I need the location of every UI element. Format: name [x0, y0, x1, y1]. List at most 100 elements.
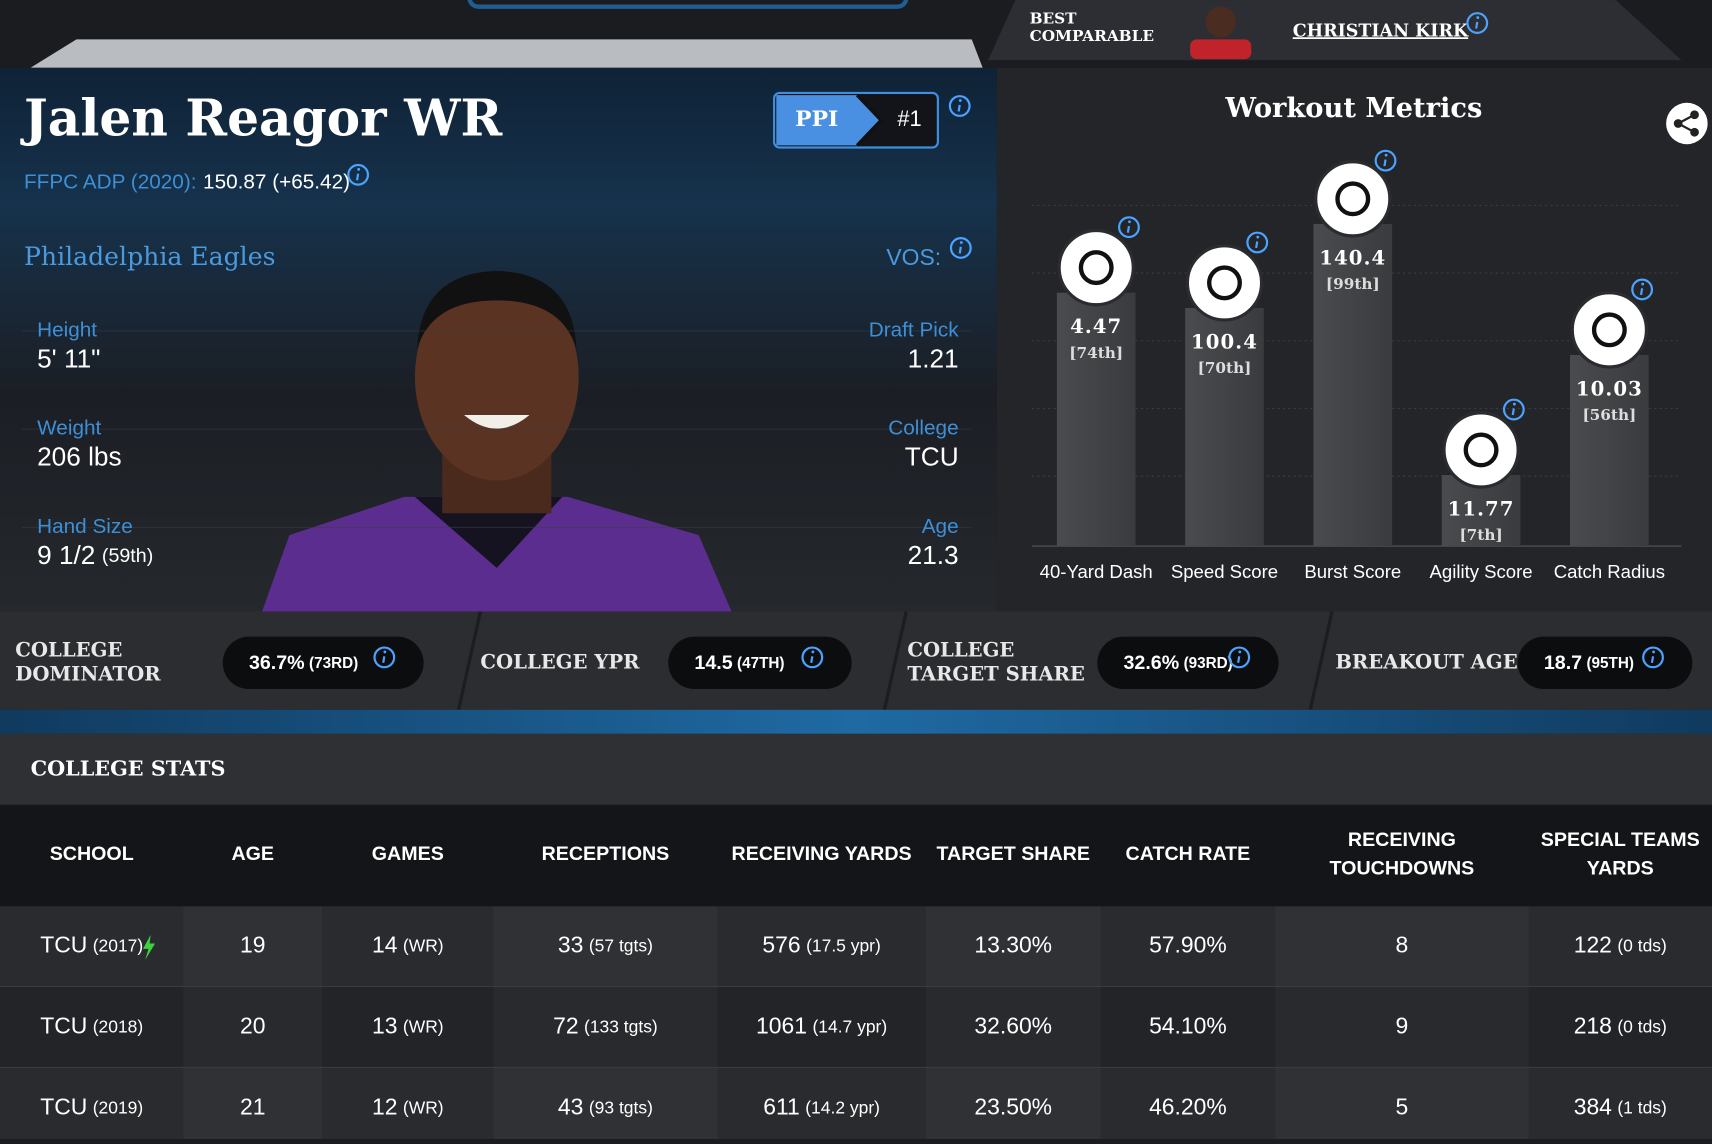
attribute-value-main: 206 lbs: [37, 442, 121, 472]
column-header: GAMES: [372, 843, 444, 865]
cell-sub: (WR): [403, 1097, 444, 1117]
table-cell: 21: [240, 1093, 265, 1119]
cell-main: 21: [240, 1093, 265, 1119]
cell-sub: (2019): [93, 1097, 143, 1117]
info-glyph: [382, 656, 386, 664]
workout-value: 11.77: [1448, 497, 1515, 520]
cell-main: 122: [1574, 932, 1612, 958]
cell-main: 5: [1396, 1093, 1409, 1119]
table-cell: 611 (14.2 ypr): [763, 1093, 880, 1119]
table-cell: 384 (1 tds): [1574, 1093, 1667, 1119]
cell-sub: (14.7 ypr): [812, 1016, 887, 1036]
profile-rank: (73RD): [309, 655, 358, 672]
info-icon[interactable]: [1642, 646, 1664, 669]
info-icon[interactable]: [1118, 216, 1140, 239]
cell-main: 218: [1574, 1013, 1612, 1039]
info-dot: [357, 167, 361, 171]
workout-bar: [1313, 223, 1393, 547]
workout-value: 10.03: [1576, 377, 1643, 400]
profile-value: 36.7% (73RD): [249, 652, 358, 674]
profile-label: DOMINATOR: [15, 662, 161, 685]
info-icon[interactable]: [1228, 646, 1251, 669]
collar: [414, 496, 563, 568]
info-icon[interactable]: [1502, 398, 1525, 421]
table-cell: 218 (0 tds): [1574, 1013, 1667, 1039]
cell-main: 54.10%: [1149, 1013, 1227, 1039]
attribute-label: Weight: [37, 417, 101, 440]
info-icon[interactable]: [1631, 278, 1654, 301]
info-icon[interactable]: [1374, 149, 1397, 172]
info-icon[interactable]: [1246, 231, 1269, 254]
workout-icon: [1442, 411, 1520, 489]
cell-main: 20: [240, 1013, 265, 1039]
cell-main: 1061: [756, 1013, 807, 1039]
cell-main: 13.30%: [974, 932, 1052, 958]
table-cell: 5: [1396, 1093, 1409, 1119]
info-dot: [1652, 650, 1656, 654]
cell-main: 33: [558, 932, 583, 958]
table-row: [0, 906, 1712, 988]
table-cell: 13.30%: [974, 932, 1052, 958]
table-header: [0, 804, 1712, 907]
cell-sub: (57 tgts): [589, 935, 653, 955]
info-dot: [1384, 153, 1388, 157]
share-icon[interactable]: [1666, 102, 1708, 145]
hair: [417, 270, 577, 350]
workout-icon-glyph: [1335, 181, 1371, 217]
cell-sub: (93 tgts): [589, 1097, 653, 1117]
cell-main: 23.50%: [974, 1093, 1052, 1119]
workout-bar: [1056, 292, 1136, 547]
workout-name: 40-Yard Dash: [1040, 561, 1153, 582]
share-button[interactable]: [1666, 102, 1708, 145]
best-comparable-label: COMPARABLE: [1030, 27, 1154, 45]
info-icon[interactable]: [1466, 12, 1489, 34]
table-cell: TCU (2018): [40, 1013, 143, 1039]
cell-main: 72: [553, 1013, 578, 1039]
info-dot: [383, 650, 387, 654]
table-cell: 20: [240, 1013, 265, 1039]
column-header: SCHOOL: [50, 843, 134, 865]
cell-main: 57.90%: [1149, 932, 1227, 958]
adp-label: FFPC ADP (2020):: [24, 171, 196, 194]
attribute-value-main: 5' 11": [37, 343, 100, 373]
table-cell: 57.90%: [1149, 932, 1227, 958]
workout-icon: [1570, 291, 1649, 369]
comparable-name[interactable]: CHRISTIAN KIRK: [1293, 21, 1469, 41]
workout-icon-glyph: [1463, 432, 1499, 468]
column-header: RECEIVING: [1348, 829, 1456, 851]
info-dot: [1256, 235, 1260, 239]
info-icon[interactable]: [347, 163, 370, 186]
info-glyph: [810, 656, 814, 664]
cell-main: 384: [1574, 1093, 1612, 1119]
attribute-label: Draft Pick: [869, 318, 959, 341]
attribute-value: 9 1/2 (59th): [37, 540, 153, 570]
workout-name: Agility Score: [1430, 561, 1533, 582]
cell-main: 12: [372, 1093, 397, 1119]
info-icon[interactable]: [373, 646, 396, 669]
table-cell: 12 (WR): [372, 1093, 444, 1119]
table-cell: 32.60%: [974, 1013, 1052, 1039]
table-cell: 72 (133 tgts): [553, 1013, 658, 1039]
workout-icon-glyph: [1207, 265, 1242, 301]
attribute-label: Hand Size: [37, 515, 133, 538]
table-cell: 9: [1396, 1013, 1409, 1039]
profile-value: 14.5 (47TH): [694, 652, 784, 674]
info-glyph: [1639, 288, 1644, 296]
workout-icon: [1314, 160, 1392, 238]
profile-rank: (93RD): [1184, 655, 1233, 672]
cell-main: 576: [762, 932, 800, 958]
info-icon[interactable]: [949, 237, 972, 259]
info-icon[interactable]: [948, 95, 971, 117]
info-icon[interactable]: [801, 646, 824, 669]
info-dot: [1476, 16, 1480, 19]
profile-value-main: 18.7: [1544, 652, 1582, 674]
workout-icon-glyph: [1078, 250, 1114, 286]
workout-percentile: [56th]: [1582, 406, 1636, 424]
workout-title: Workout Metrics: [1224, 92, 1482, 124]
attribute-value-main: 9 1/2: [37, 540, 95, 570]
cell-sub: (WR): [403, 935, 444, 955]
player-name: Jalen Reagor WR: [20, 88, 503, 147]
workout-bar: [1570, 354, 1649, 547]
workout-percentile: [99th]: [1326, 275, 1380, 293]
